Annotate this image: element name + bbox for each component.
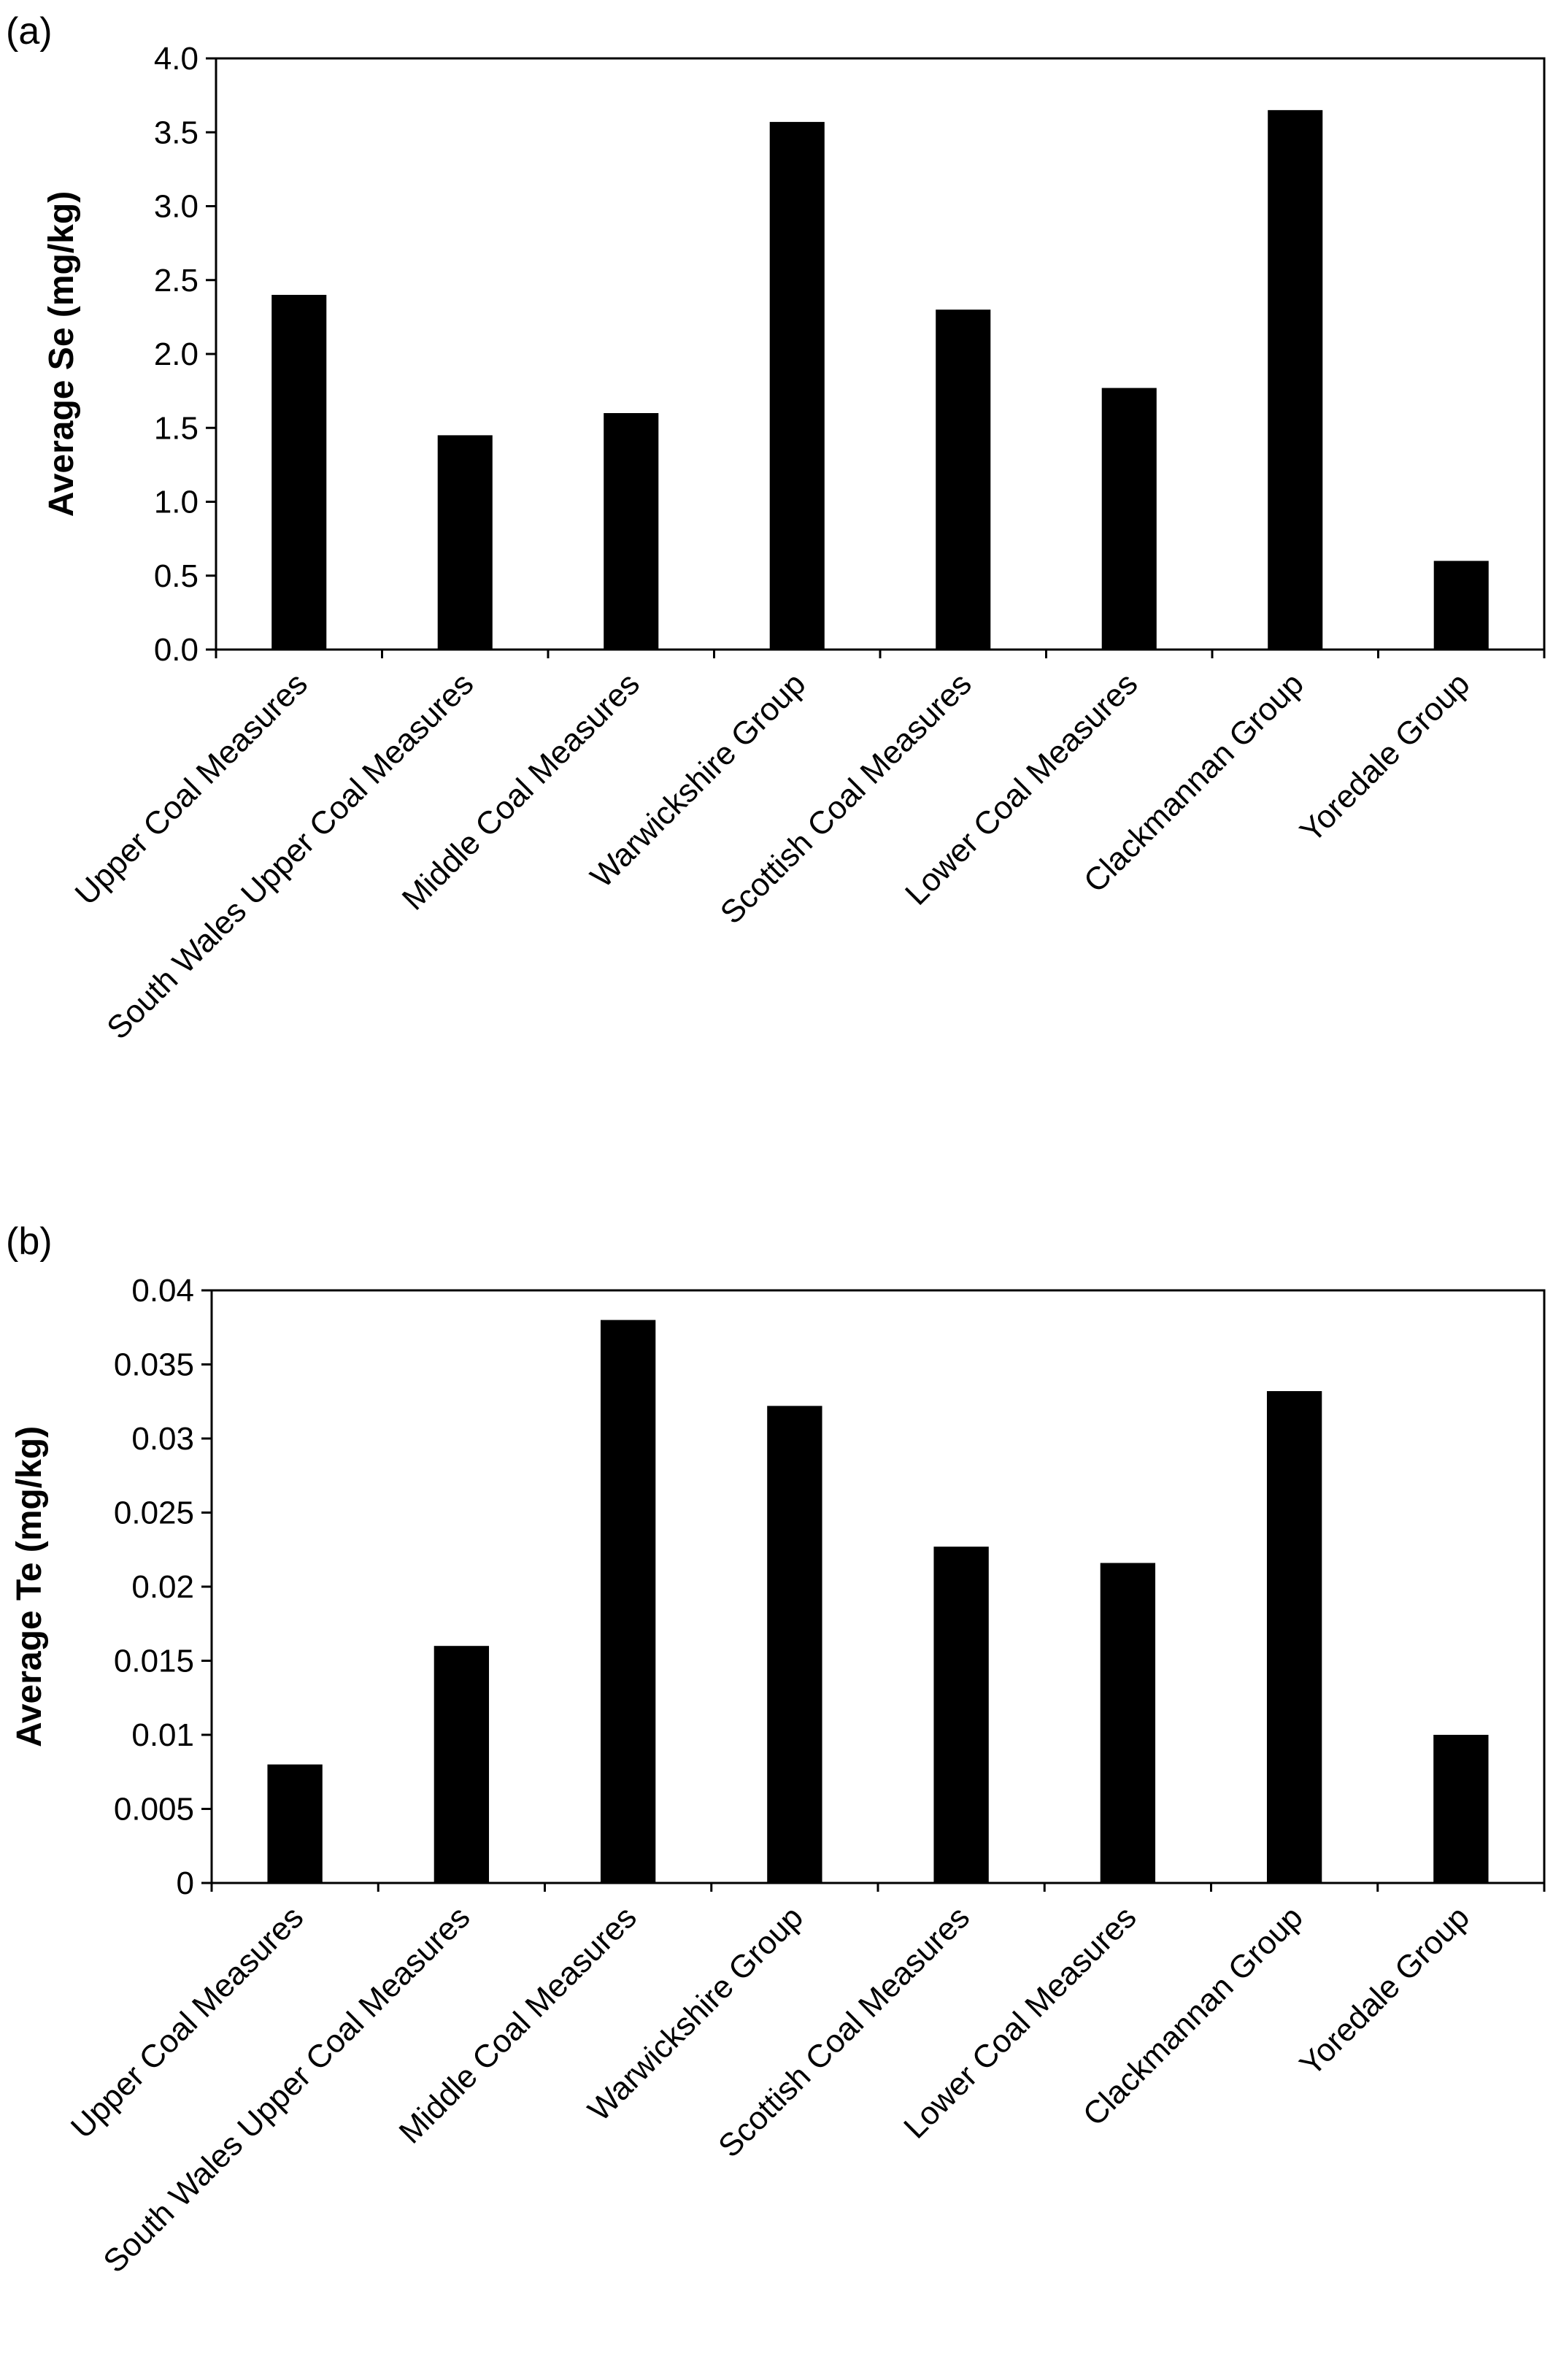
- bar: [1100, 1563, 1156, 1883]
- plot-frame: [215, 57, 1546, 651]
- bar: [933, 1547, 989, 1883]
- bar: [1266, 1391, 1322, 1883]
- category-label: South Wales Upper Coal Measures: [100, 666, 480, 1046]
- bar: [437, 435, 493, 650]
- plot-frame: [210, 1289, 1546, 1884]
- y-tick-label: 2.5: [154, 263, 199, 299]
- y-tick-label: 0.005: [114, 1792, 194, 1828]
- bar: [1101, 388, 1157, 650]
- y-tick-label: 3.5: [154, 115, 199, 150]
- bar: [1268, 109, 1323, 650]
- chart-panel-b: (b) 0 0.005 0.01 0.015 0.02 0.025 0.03 0.035 0.04…: [0, 1188, 1553, 2376]
- y-axis-label: Average Se (mg/kg): [42, 191, 81, 517]
- y-tick-label: 0.5: [154, 558, 199, 594]
- y-tick-label: 0.0: [154, 632, 199, 668]
- panel-label: (a): [6, 10, 53, 53]
- bar: [769, 122, 825, 650]
- y-tick-label: 0.01: [131, 1717, 194, 1753]
- y-axis-label: Average Te (mg/kg): [10, 1426, 49, 1747]
- bar: [1433, 1735, 1489, 1883]
- category-label: Yoredale Group: [1293, 666, 1476, 849]
- bar: [936, 309, 991, 650]
- y-tick-label: 0.03: [131, 1421, 194, 1457]
- y-tick-label: 0.015: [114, 1644, 194, 1679]
- bar: [271, 295, 327, 650]
- y-tick-label: 0: [177, 1865, 194, 1901]
- bar: [1433, 561, 1489, 650]
- bar: [267, 1764, 323, 1883]
- y-tick-label: 1.0: [154, 485, 199, 520]
- y-tick-label: 0.04: [131, 1273, 194, 1309]
- bar: [433, 1646, 490, 1883]
- category-label: South Wales Upper Coal Measures: [96, 1899, 477, 2279]
- y-tick-label: 3.0: [154, 189, 199, 225]
- y-tick-label: 0.02: [131, 1569, 194, 1605]
- y-tick-label: 0.025: [114, 1495, 194, 1531]
- panel-label: (b): [6, 1220, 53, 1263]
- y-tick-label: 1.5: [154, 410, 199, 446]
- te-bar-chart: (b) 0 0.005 0.01 0.015 0.02 0.025 0.03 0.035 0.04…: [6, 1220, 1546, 2280]
- bar: [604, 413, 659, 650]
- bar: [767, 1406, 822, 1883]
- chart-panel-a: (a) 0.0 0.5 1.0 1.5 2.0 2.5 3.0 3.5 4.0 Average Se…: [0, 0, 1553, 1188]
- se-bar-chart: (a) 0.0 0.5 1.0 1.5 2.0 2.5 3.0 3.5 4.0 Average Se…: [6, 10, 1546, 1047]
- category-label: Yoredale Group: [1292, 1899, 1476, 2082]
- y-tick-label: 4.0: [154, 41, 199, 77]
- bar: [600, 1320, 656, 1883]
- y-tick-label: 0.035: [114, 1347, 194, 1383]
- y-tick-label: 2.0: [154, 336, 199, 372]
